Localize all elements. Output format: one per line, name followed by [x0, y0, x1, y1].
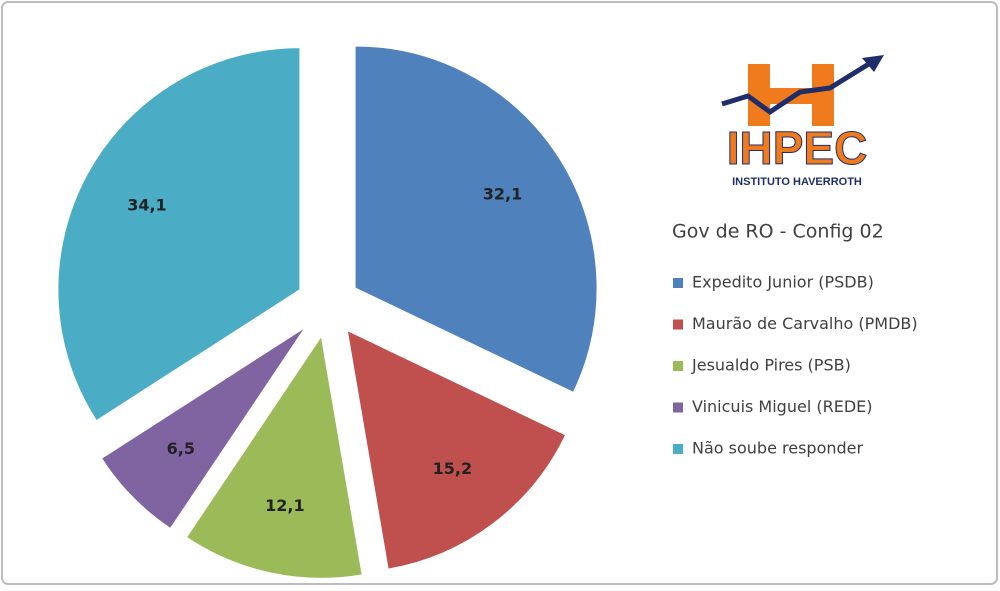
- pie-slice: [185, 334, 363, 579]
- logo-arrow-head: [862, 55, 884, 72]
- logo-arrow: [721, 59, 874, 116]
- legend-label: Maurão de Carvalho (PMDB): [692, 314, 918, 333]
- data-label: 15,2: [433, 459, 472, 478]
- data-label: 34,1: [127, 196, 166, 215]
- pie-slice: [100, 326, 306, 530]
- data-label: 32,1: [483, 185, 522, 204]
- legend-label: Jesualdo Pires (PSB): [691, 356, 851, 375]
- legend-swatch: [673, 402, 683, 413]
- legend-title: Gov de RO - Config 02: [672, 221, 884, 243]
- logo: IHPEC INSTITUTO HAVERROTH: [721, 55, 884, 188]
- pie-slice: [346, 329, 567, 570]
- logo-subtitle: INSTITUTO HAVERROTH: [732, 176, 862, 188]
- pie-slice: [57, 47, 301, 422]
- legend-swatch: [673, 361, 683, 371]
- legend-swatch: [673, 278, 683, 288]
- data-label: 12,1: [265, 496, 304, 515]
- legend-label: Expedito Junior (PSDB): [692, 273, 874, 292]
- logo-text: IHPEC: [727, 122, 868, 174]
- legend-label: Vinicuis Miguel (REDE): [692, 397, 873, 416]
- data-label: 6,5: [167, 439, 195, 458]
- pie-slice: [354, 45, 598, 394]
- legend-swatch: [673, 319, 683, 330]
- legend-swatch: [673, 444, 683, 454]
- legend-label: Não soube responder: [692, 439, 863, 458]
